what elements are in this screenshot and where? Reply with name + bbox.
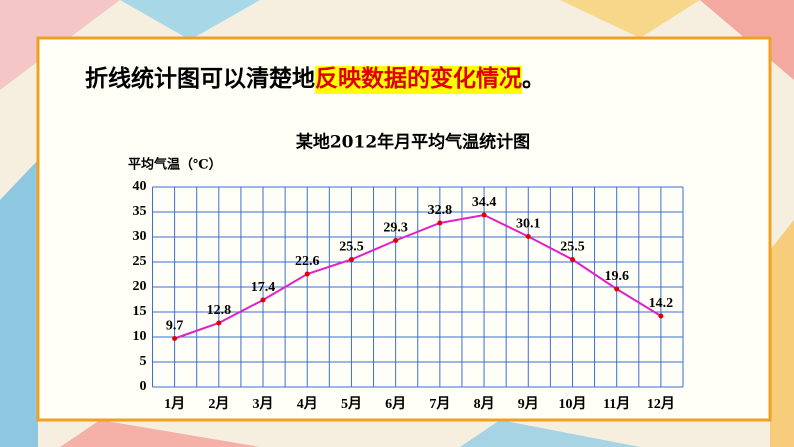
point	[304, 271, 310, 277]
headline-part: 折线统计图可以清楚地	[85, 65, 315, 92]
y-tick-label: 40	[133, 179, 147, 194]
decor	[770, 220, 794, 447]
x-tick-label: 10月	[558, 396, 586, 412]
y-axis-label: 平均气温（℃）	[128, 157, 222, 173]
value-label: 12.8	[207, 303, 232, 318]
decor	[560, 0, 700, 38]
point	[260, 297, 266, 303]
value-label: 19.6	[604, 269, 629, 284]
x-tick-label: 8月	[474, 396, 495, 412]
point	[216, 320, 222, 326]
value-label: 29.3	[383, 221, 408, 236]
line	[174, 213, 662, 340]
headline-highlight: 反映数据的变化情况	[315, 65, 522, 92]
point	[614, 286, 620, 292]
point	[437, 220, 443, 226]
x-tick-label: 4月	[297, 396, 318, 412]
x-tick-label: 11月	[603, 396, 630, 412]
decor	[0, 160, 38, 447]
point	[481, 212, 487, 218]
point	[393, 238, 399, 243]
y-tick-label: 35	[133, 204, 147, 219]
value-label: 22.6	[295, 254, 320, 269]
y-tick-label: 5	[140, 354, 147, 369]
value-label: 34.4	[472, 195, 497, 210]
y-tick-label: 15	[133, 304, 147, 319]
x-tick-label: 12月	[647, 396, 675, 412]
x-tick-label: 2月	[208, 396, 229, 412]
x-tick-label: 7月	[429, 396, 450, 412]
headline: 折线统计图可以清楚地反映数据的变化情况。	[85, 65, 545, 92]
value-label: 17.4	[251, 280, 276, 295]
value-label: 30.1	[516, 217, 541, 232]
value-label: 32.8	[428, 203, 453, 218]
chart-title: 某地2012年月平均气温统计图	[296, 132, 530, 153]
value-label: 9.7	[166, 319, 184, 334]
y-tick-label: 30	[133, 229, 147, 244]
decor	[60, 420, 260, 447]
y-tick-label: 20	[133, 279, 147, 294]
point	[569, 257, 575, 262]
point	[525, 234, 531, 239]
highlight	[315, 66, 522, 94]
x-tick-label: 6月	[385, 396, 406, 412]
value-label: 14.2	[649, 296, 674, 311]
decor	[460, 420, 640, 447]
headline-part: 。	[522, 65, 545, 92]
x-tick-label: 1月	[164, 396, 185, 412]
value-label: 25.5	[560, 240, 585, 255]
decor	[120, 0, 260, 40]
point	[348, 257, 354, 262]
point	[172, 336, 178, 341]
panel	[36, 36, 772, 422]
y-tick-label: 0	[140, 379, 147, 394]
y-tick-label: 10	[133, 329, 147, 344]
x-tick-label: 3月	[253, 396, 274, 412]
x-tick-label: 9月	[518, 396, 539, 412]
point	[658, 313, 664, 319]
y-tick-label: 25	[133, 254, 147, 269]
value-label: 25.5	[339, 240, 364, 255]
x-tick-label: 5月	[341, 396, 362, 412]
